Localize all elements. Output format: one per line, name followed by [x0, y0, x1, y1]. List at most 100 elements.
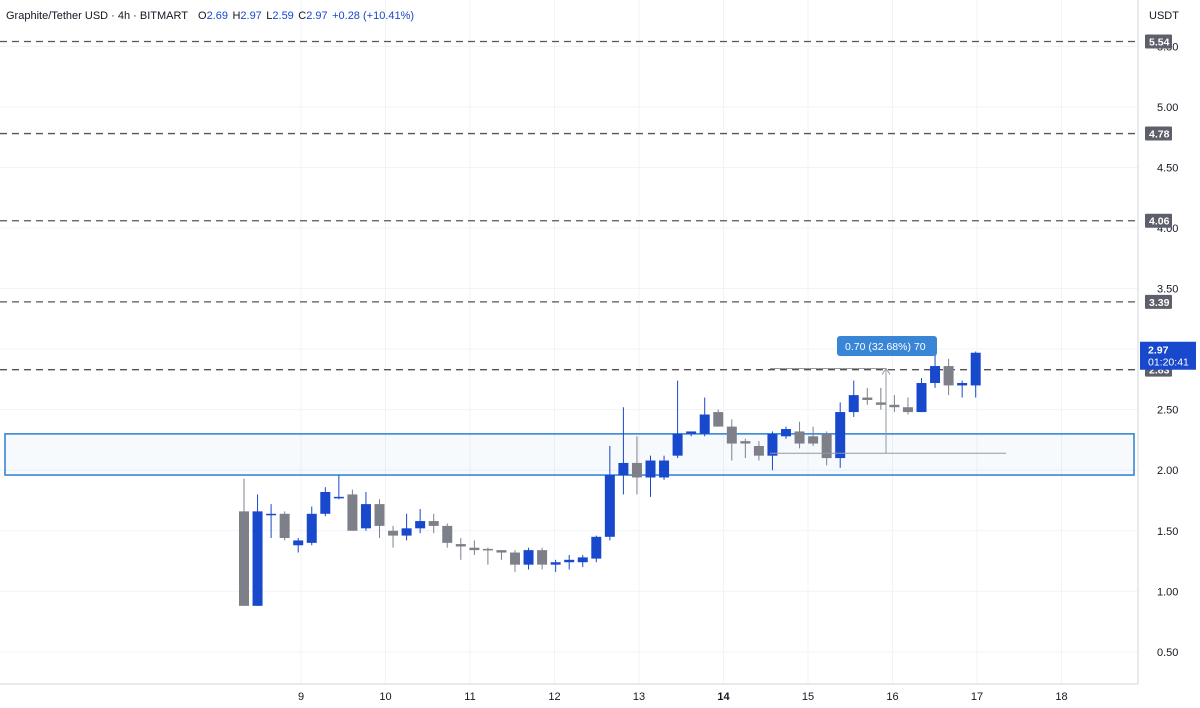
x-tick-label: 14: [717, 691, 730, 703]
close-value: 2.97: [306, 10, 327, 22]
candle-body: [713, 412, 724, 427]
x-tick-label: 13: [633, 691, 645, 703]
candle-body: [279, 513, 290, 539]
x-tick-label: 18: [1055, 691, 1067, 703]
candle-body: [767, 433, 778, 456]
level-tag: [1145, 126, 1172, 141]
change-value: +0.28 (+10.41%): [332, 10, 414, 22]
candle-body: [252, 511, 263, 606]
candle-body: [970, 352, 981, 386]
candle-body: [604, 475, 615, 537]
candle-body: [686, 431, 697, 434]
candle-body: [821, 433, 832, 459]
candle-body: [293, 540, 304, 546]
y-tick-label: 2.50: [1157, 405, 1178, 417]
candle-body: [306, 513, 317, 543]
current-price-tag: [1140, 341, 1196, 370]
candle-body: [862, 397, 873, 400]
y-tick-label: 1.00: [1157, 586, 1178, 598]
symbol-title[interactable]: Graphite/Tether USD · 4h · BITMART: [6, 10, 188, 22]
candle-body: [577, 557, 588, 563]
support-zone-box[interactable]: [4, 433, 1135, 476]
level-tag-label: 4.78: [1149, 129, 1170, 141]
candle-body: [496, 550, 507, 553]
open-value: 2.69: [207, 10, 228, 22]
y-tick-label: 2.00: [1157, 465, 1178, 477]
current-price-label: 2.97: [1148, 345, 1169, 357]
candle-body: [320, 491, 331, 514]
candle-body: [699, 414, 710, 434]
measure-label-box[interactable]: [837, 336, 937, 356]
candle-body: [808, 436, 819, 444]
candle-body: [401, 528, 412, 536]
candle-body: [930, 366, 941, 384]
low-value: 2.59: [272, 10, 293, 22]
candle-body: [360, 504, 371, 529]
chart-header: Graphite/Tether USD · 4h · BITMART O2.69…: [6, 6, 414, 23]
x-tick-label: 11: [464, 691, 475, 703]
x-tick-label: 12: [548, 691, 560, 703]
candle-body: [875, 402, 886, 405]
candle-body: [631, 462, 642, 478]
candle-body: [659, 460, 670, 478]
countdown-label: 01:20:41: [1148, 357, 1189, 369]
candle-body: [645, 460, 656, 478]
candle-body: [550, 562, 561, 565]
candle-body: [239, 511, 249, 606]
level-tag: [1145, 294, 1172, 309]
level-tag-label: 3.39: [1149, 297, 1170, 309]
measure-arrow-head: [881, 367, 891, 375]
price-levels[interactable]: [0, 40, 1138, 371]
level-tag-label: 5.54: [1149, 37, 1170, 49]
candle-body: [835, 412, 846, 459]
close-label: C: [298, 10, 306, 22]
level-tag: [1145, 34, 1172, 49]
candle-body: [740, 441, 751, 444]
open-label: O: [198, 10, 207, 22]
candle-body: [726, 426, 737, 444]
low-label: L: [266, 10, 272, 22]
candle-body: [537, 550, 548, 565]
candle-body: [794, 431, 805, 444]
candle-body: [564, 559, 575, 563]
candle-body: [781, 429, 791, 437]
candle-body: [916, 383, 927, 413]
candle-body: [902, 407, 913, 413]
support-zone[interactable]: [4, 433, 1135, 476]
candle-body: [523, 550, 534, 565]
candle-body: [415, 521, 426, 529]
grid: [0, 0, 1138, 684]
measure-label: 0.70 (32.68%) 70: [845, 341, 926, 353]
candle-body: [374, 504, 385, 526]
currency-label: USDT: [1149, 10, 1179, 22]
candles: [239, 351, 981, 606]
high-value: 2.97: [240, 10, 261, 22]
y-tick-label: 1.50: [1157, 526, 1178, 538]
y-tick-label: 5.00: [1157, 102, 1178, 114]
high-label: H: [232, 10, 240, 22]
candle-body: [455, 544, 466, 547]
candle-body: [957, 383, 968, 386]
candle-body: [510, 552, 520, 565]
candle-body: [266, 513, 277, 516]
candle-body: [591, 536, 602, 559]
x-tick-label: 15: [802, 691, 814, 703]
candle-body: [428, 521, 439, 526]
candle-body: [672, 433, 683, 456]
time-axis[interactable]: 9 10 11 12 13 14 15 16 17 18: [0, 683, 1138, 703]
measure-tool[interactable]: 0.70 (32.68%) 70: [770, 336, 1006, 454]
ohlc-readout: O2.69 H2.97 L2.59 C2.97 +0.28 (+10.41%): [198, 6, 414, 23]
candle-body: [333, 496, 344, 499]
candle-body: [889, 404, 900, 408]
candle-body: [442, 525, 453, 543]
candle-body: [848, 395, 859, 413]
candle-body: [469, 547, 480, 551]
x-tick-label: 16: [886, 691, 898, 703]
candle-body: [618, 462, 629, 476]
candle-body: [347, 494, 358, 531]
level-tag-label: 4.06: [1149, 216, 1170, 228]
x-tick-label: 10: [379, 691, 391, 703]
candle-body: [943, 366, 954, 386]
